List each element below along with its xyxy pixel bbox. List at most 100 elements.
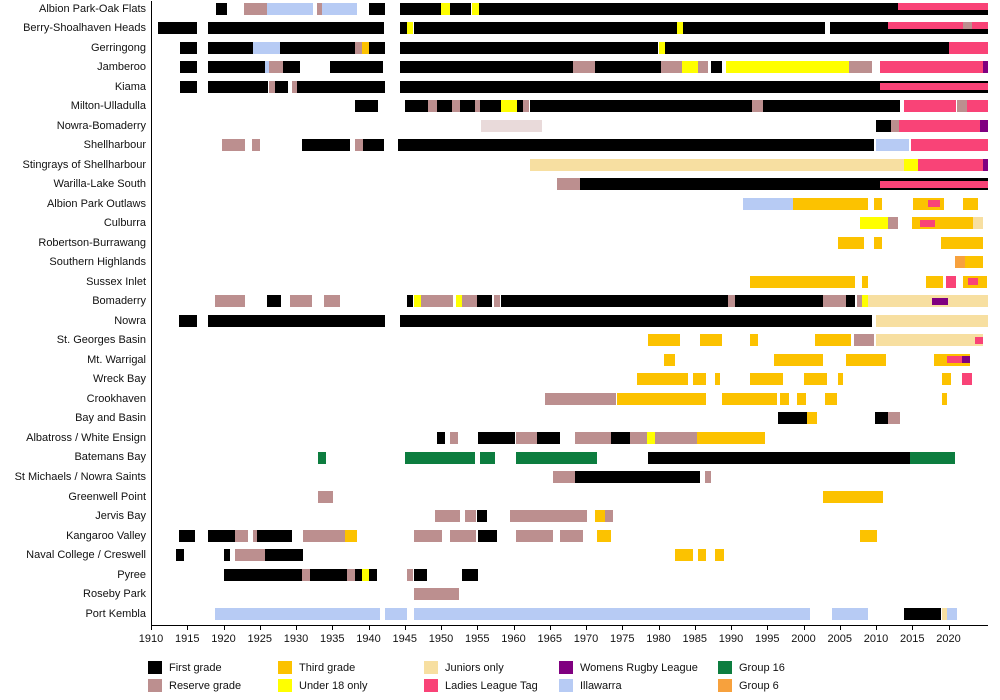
timeline-bar-third <box>942 373 952 386</box>
axis-tick <box>622 625 624 630</box>
timeline-bar-reserve <box>268 80 275 93</box>
axis-tick-label: 1920 <box>211 633 236 645</box>
timeline-bar-first <box>301 139 350 152</box>
axis-tick-label: 1975 <box>610 633 635 645</box>
group6-swatch <box>718 679 732 692</box>
y-axis-line <box>151 1 152 625</box>
timeline-bar-illawarra <box>264 61 270 74</box>
timeline-bar-third <box>699 334 722 347</box>
timeline-bar-first <box>158 22 197 34</box>
timeline-bar-first <box>903 607 941 620</box>
timeline-bar-third <box>596 529 612 542</box>
row-label: Jamberoo <box>97 61 146 74</box>
timeline-bar-reserve <box>509 510 587 522</box>
axis-tick <box>876 625 877 630</box>
axis-tick-label: 1915 <box>175 633 200 645</box>
row-label: St Michaels / Nowra Saints <box>14 470 146 483</box>
timeline-bar-juniors <box>973 217 984 230</box>
legend-label: Group 6 <box>739 679 779 692</box>
womens-swatch <box>559 661 573 674</box>
timeline-bar-first <box>710 61 723 74</box>
timeline-bar-first <box>399 41 659 54</box>
timeline-bar-reserve <box>451 100 460 113</box>
axis-tick <box>731 625 732 630</box>
timeline-bar-reserve <box>449 529 477 542</box>
reserve-swatch <box>148 679 162 692</box>
timeline-bar-third <box>965 256 984 269</box>
timeline-bar-third <box>873 197 882 210</box>
row-label: Jervis Bay <box>95 510 146 523</box>
timeline-bar-reserve <box>222 139 246 152</box>
timeline-bar-ladies <box>975 336 984 344</box>
timeline-bar-first <box>208 529 236 542</box>
timeline-bar-first <box>846 295 855 308</box>
timeline-bar-first <box>536 431 560 444</box>
timeline-bar-reserve <box>697 61 708 74</box>
timeline-bar-reserve <box>413 588 459 601</box>
timeline-bar-first <box>517 100 523 113</box>
timeline-bar-reserve <box>346 568 355 581</box>
timeline-bar-first <box>478 2 989 15</box>
timeline-bar-third <box>616 392 707 405</box>
legend-label: Womens Rugby League <box>580 661 698 674</box>
timeline-bar-ladies <box>948 41 989 54</box>
timeline-bar-third <box>594 510 605 522</box>
timeline-bar-ladies <box>903 100 957 113</box>
timeline-bar-first <box>876 119 891 132</box>
legend-label: First grade <box>169 661 222 674</box>
timeline-bar-third <box>696 431 766 444</box>
timeline-bar-third <box>636 373 689 386</box>
row-label: Stingrays of Shellharbour <box>22 158 146 171</box>
row-label: Southern Highlands <box>49 256 146 269</box>
axis-tick <box>912 625 914 630</box>
timeline-bar-ladies <box>928 200 941 208</box>
legend-label: Group 16 <box>739 661 785 674</box>
timeline-bar-under18 <box>862 295 868 308</box>
timeline-bar-ladies <box>971 22 989 29</box>
timeline-bar-illawarra <box>322 2 357 15</box>
timeline-bar-reserve <box>354 139 363 152</box>
timeline-bar-juniors <box>868 295 989 308</box>
axis-tick-label: 1985 <box>682 633 707 645</box>
timeline-bar-reserve <box>575 431 612 444</box>
timeline-bar-first <box>208 80 269 93</box>
row-label: Pyree <box>117 568 146 581</box>
timeline-bar-first <box>404 100 428 113</box>
timeline-bar-illawarra <box>385 607 407 620</box>
timeline-bar-womens <box>931 297 948 305</box>
timeline-bar-illawarra <box>214 607 381 620</box>
timeline-bar-third <box>797 392 807 405</box>
legend-item-reserve: Reserve grade <box>148 679 241 692</box>
timeline-bar-third <box>825 392 837 405</box>
timeline-bar-first <box>611 431 631 444</box>
timeline-bar-first <box>449 2 472 15</box>
axis-tick-label: 1910 <box>138 633 164 645</box>
axis-tick <box>549 625 551 630</box>
timeline-bar-first <box>665 41 949 54</box>
timeline-bar-first <box>400 314 872 327</box>
axis-tick <box>404 625 406 630</box>
axis-tick <box>296 625 297 630</box>
timeline-bar-first <box>399 2 441 15</box>
timeline-bar-reserve <box>291 80 297 93</box>
timeline-bar-first <box>223 568 302 581</box>
timeline-bar-under18 <box>903 158 918 171</box>
timeline-bar-reserve <box>660 61 683 74</box>
timeline-bar-first <box>399 61 573 74</box>
timeline-bar-third <box>873 236 882 249</box>
row-label: Milton-Ulladulla <box>70 100 146 113</box>
row-label: Port Kembla <box>85 607 146 620</box>
timeline-bar-reserve <box>630 431 647 444</box>
timeline-bar-first <box>462 568 478 581</box>
axis-tick-label: 1970 <box>573 633 599 645</box>
timeline-bar-under18 <box>406 22 414 34</box>
timeline-bar-under18 <box>676 22 684 34</box>
timeline-bar-illawarra <box>267 2 313 15</box>
under18-swatch <box>278 679 292 692</box>
timeline-bar-reserve <box>253 529 257 542</box>
timeline-bar-first <box>178 314 197 327</box>
timeline-bar-group6 <box>955 256 966 269</box>
axis-tick-label: 2015 <box>900 633 925 645</box>
timeline-bar-reserve <box>243 2 267 15</box>
timeline-bar-womens <box>979 119 989 132</box>
